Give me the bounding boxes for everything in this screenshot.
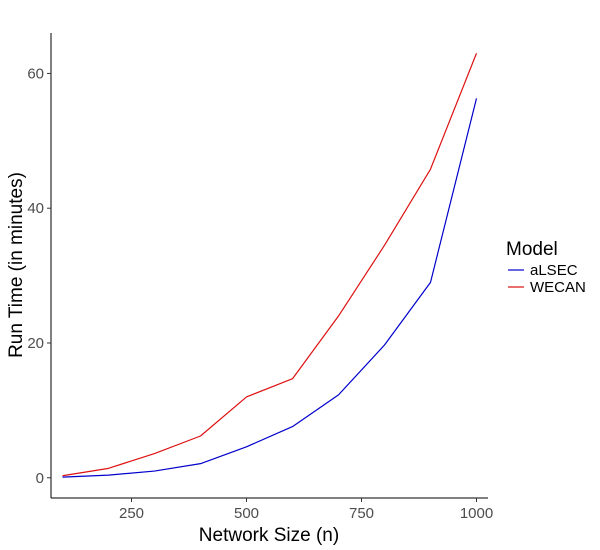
legend-label-wecan: WECAN (530, 279, 586, 296)
x-axis-title: Network Size (n) (199, 525, 339, 546)
x-tick-label: 750 (349, 505, 374, 522)
y-axis-title: Run Time (in minutes) (6, 172, 27, 358)
axes (50, 33, 488, 499)
series-line-alsec (62, 98, 478, 478)
y-tick-label: 20 (27, 335, 44, 352)
x-tick-label: 500 (234, 505, 259, 522)
legend-label-alsec: aLSEC (530, 262, 578, 279)
x-ticks: 250 500 750 1000 (119, 498, 493, 522)
y-ticks: 0 20 40 60 (27, 65, 51, 487)
series-group (62, 52, 478, 478)
x-tick-label: 250 (119, 505, 144, 522)
y-tick-label: 60 (27, 65, 44, 82)
x-tick-label: 1000 (460, 505, 493, 522)
y-tick-label: 0 (36, 470, 44, 487)
series-line-wecan (62, 52, 478, 477)
y-tick-label: 40 (27, 200, 44, 217)
legend-title: Model (506, 239, 558, 260)
